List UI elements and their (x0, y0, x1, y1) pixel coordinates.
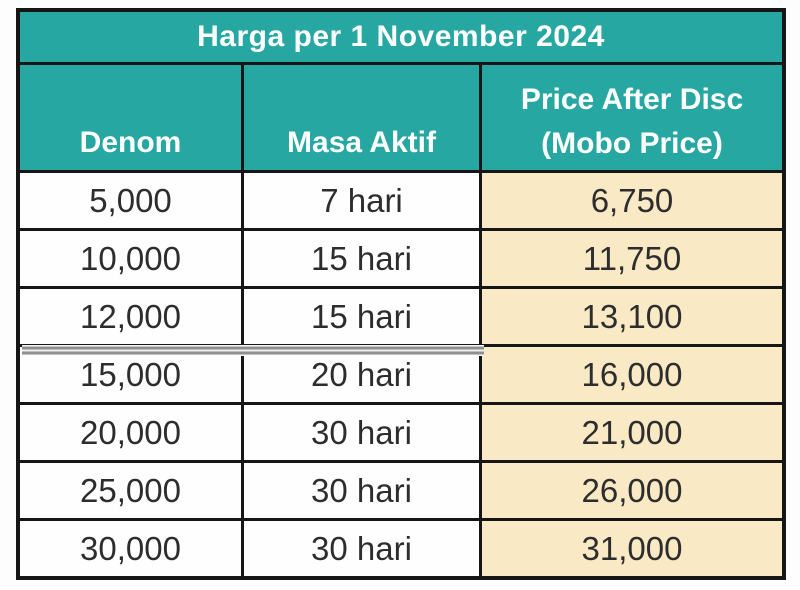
table-title: Harga per 1 November 2024 (20, 12, 782, 62)
table-row: 5,000 7 hari 6,750 (20, 170, 782, 228)
masa-aktif-cell: 15 hari (244, 289, 482, 344)
price-cell: 11,750 (482, 231, 782, 286)
masa-aktif-cell: 7 hari (244, 173, 482, 228)
column-header-masa-aktif: Masa Aktif (244, 65, 482, 170)
denom-cell: 15,000 (20, 347, 244, 402)
column-header-denom: Denom (20, 65, 244, 170)
masa-aktif-cell: 15 hari (244, 231, 482, 286)
masa-aktif-cell: 30 hari (244, 405, 482, 460)
price-cell: 21,000 (482, 405, 782, 460)
masa-aktif-cell: 20 hari (244, 347, 482, 402)
denom-cell: 10,000 (20, 231, 244, 286)
table-row: 25,000 30 hari 26,000 (20, 460, 782, 518)
table-row: 12,000 15 hari 13,100 (20, 286, 782, 344)
table-row: 15,000 20 hari 16,000 (20, 344, 782, 402)
table-row: 20,000 30 hari 21,000 (20, 402, 782, 460)
table-row: 30,000 30 hari 31,000 (20, 518, 782, 576)
table-header-row: Denom Masa Aktif Price After Disc (Mobo … (20, 62, 782, 170)
table-row: 10,000 15 hari 11,750 (20, 228, 782, 286)
denom-cell: 30,000 (20, 521, 244, 576)
denom-cell: 25,000 (20, 463, 244, 518)
price-table: Harga per 1 November 2024 Denom Masa Akt… (16, 8, 786, 580)
price-cell: 31,000 (482, 521, 782, 576)
price-cell: 6,750 (482, 173, 782, 228)
denom-cell: 20,000 (20, 405, 244, 460)
price-header-line1: Price After Disc (520, 83, 744, 116)
price-header-line2: (Mobo Price) (541, 126, 723, 160)
denom-cell: 12,000 (20, 289, 244, 344)
denom-cell: 5,000 (20, 173, 244, 228)
price-cell: 26,000 (482, 463, 782, 518)
masa-aktif-cell: 30 hari (244, 521, 482, 576)
price-cell: 13,100 (482, 289, 782, 344)
masa-aktif-cell: 30 hari (244, 463, 482, 518)
column-header-price-after-disc: Price After Disc (Mobo Price) (482, 65, 782, 170)
price-cell: 16,000 (482, 347, 782, 402)
